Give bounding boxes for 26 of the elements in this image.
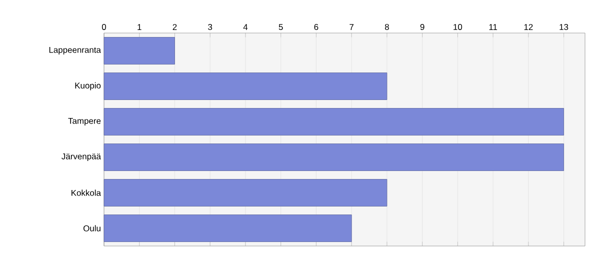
x-tick-label: 0	[102, 24, 106, 30]
x-tick-label: 12	[524, 24, 533, 30]
x-tick-label: 10	[454, 24, 462, 30]
x-tick-label: 7	[350, 24, 354, 30]
y-tick-label: Järvenpää	[62, 153, 101, 162]
bar	[104, 179, 388, 206]
x-tick-label: 13	[560, 24, 568, 30]
x-tick-label: 3	[208, 24, 212, 30]
y-tick-label: Tampere	[68, 118, 101, 126]
y-tick-label: Kokkola	[72, 190, 101, 196]
bar	[104, 144, 564, 171]
x-tick-label: 11	[489, 24, 498, 30]
bar	[104, 108, 564, 136]
bar	[104, 214, 352, 242]
bar	[104, 72, 388, 100]
x-tick-label: 6	[314, 24, 318, 30]
x-tick-label: 1	[138, 24, 142, 30]
x-tick-label: 9	[420, 24, 424, 30]
y-tick-label: Kuopio	[75, 82, 101, 90]
bar	[104, 37, 175, 64]
x-tick-label: 8	[384, 24, 389, 30]
x-tick-label: 4	[243, 24, 248, 30]
x-tick-label: 5	[278, 24, 283, 30]
y-tick-label: Lappeenranta	[49, 46, 101, 55]
y-tick-label: Oulu	[83, 225, 100, 232]
x-tick-label: 2	[172, 24, 177, 30]
